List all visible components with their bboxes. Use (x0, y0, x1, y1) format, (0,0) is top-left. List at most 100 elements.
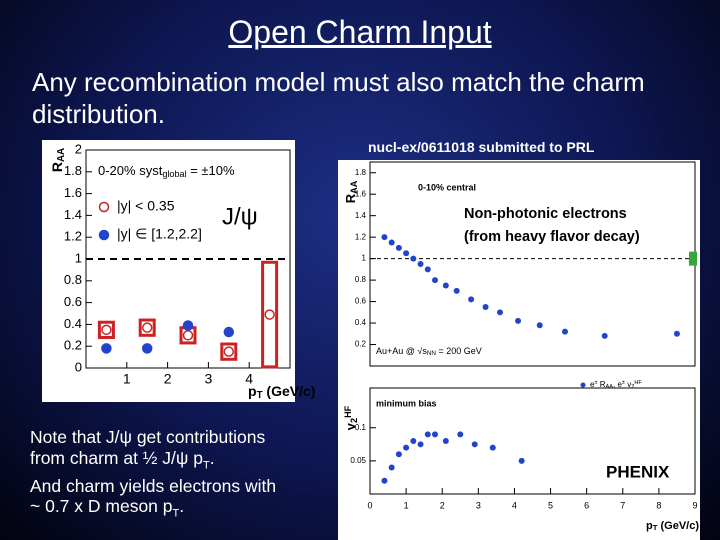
y-tick-label: 1.4 (64, 207, 82, 222)
x-tick-label: 3 (205, 371, 213, 387)
x-tick-label: 6 (584, 500, 589, 510)
x-axis-label-part: (GeV/c) (657, 520, 699, 532)
note-line: And charm yields electrons with (30, 476, 276, 497)
y-axis-label-sub: AA (56, 148, 67, 162)
note-part: . (179, 496, 185, 516)
y-tick-label: 0.6 (64, 294, 82, 309)
figure-bg (338, 160, 700, 540)
legend-marker (580, 382, 586, 388)
data-point (424, 266, 431, 273)
x-tick-label: 5 (548, 500, 553, 510)
x-tick-label: 2 (440, 500, 445, 510)
legend-label-sup: HF (634, 380, 642, 386)
legend-label: |y| < 0.35 (117, 198, 175, 214)
y-tick-label: 1 (362, 254, 367, 263)
y-tick-label: 1.6 (64, 185, 82, 200)
legend-label-part: e (590, 380, 595, 389)
annotation: (from heavy flavor decay) (464, 229, 640, 245)
y-tick-label: 1.2 (64, 229, 82, 244)
y-axis-label-part: v (343, 422, 358, 430)
x-axis-label-sub: T (653, 523, 658, 532)
system-label-sub: NN (427, 350, 437, 357)
data-point (518, 457, 525, 464)
note-part: T (172, 507, 180, 520)
note-line: from charm at ½ J/ψ pT. (30, 448, 276, 476)
syst-note-part: = ±10% (187, 163, 235, 178)
data-point (223, 346, 235, 357)
figure-bg (42, 140, 295, 402)
data-point (417, 261, 424, 267)
y-tick-label: 1.8 (355, 168, 367, 177)
syst-box (261, 260, 279, 369)
system-label-part: = 200 GeV (436, 346, 482, 356)
data-point (182, 330, 194, 341)
data-point (424, 431, 431, 438)
y-tick-label: 0.8 (355, 275, 367, 284)
x-tick-label: 1 (404, 500, 409, 510)
y-axis-label: v2HF (343, 405, 359, 430)
y-axis-label-part: R (343, 193, 358, 203)
data-point (471, 441, 478, 448)
y-axis-label-sub: AA (349, 180, 359, 194)
y-tick-label: 1.2 (355, 232, 367, 241)
x-axis-label: pT (GeV/c) (248, 383, 315, 401)
data-point (264, 309, 275, 320)
y-tick-label: 0 (75, 359, 82, 374)
note-part: Note that J/ψ get contributions (30, 427, 266, 447)
y-tick-label: 0.05 (350, 456, 366, 465)
legend-label-part: , e (613, 380, 622, 389)
note-part: T (202, 459, 210, 471)
data-point (432, 431, 438, 438)
data-point (141, 322, 153, 333)
data-point (562, 328, 568, 335)
y-tick-label: 0.4 (64, 316, 82, 331)
legend-marker (98, 229, 110, 241)
syst-box (97, 320, 115, 339)
y-tick-label: 0.1 (355, 423, 367, 432)
note-part: . (209, 447, 215, 468)
data-point (101, 324, 112, 336)
data-point (381, 234, 388, 241)
syst-box (220, 342, 238, 361)
data-point (489, 444, 496, 451)
data-point (497, 309, 503, 316)
system-label-part: Au+Au @ √s (376, 346, 427, 356)
syst-note-sub: global (162, 169, 186, 179)
data-point (457, 431, 464, 438)
y-tick-label: 1.8 (64, 163, 82, 178)
body-text: Any recombination model must also match … (32, 67, 645, 129)
data-point (410, 255, 417, 262)
x-tick-label: 7 (620, 500, 625, 510)
slide-title: Open Charm Input (228, 14, 492, 50)
data-point (403, 444, 410, 451)
plot-frame (369, 387, 696, 495)
centrality-label: minimum bias (376, 398, 437, 408)
legend-label-sup: ± (594, 380, 597, 386)
x-tick-label: 3 (476, 500, 481, 510)
legend-label-sup: ± (622, 380, 625, 386)
x-tick-label: 2 (164, 371, 172, 387)
x-tick-label: 1 (123, 371, 131, 387)
data-point (381, 477, 388, 484)
y-axis-label-part: R (49, 162, 65, 172)
x-axis-label-part: p (248, 383, 257, 399)
data-point (453, 287, 460, 294)
x-axis-label: pT (GeV/c) (646, 520, 699, 533)
x-tick-label: 4 (245, 371, 253, 387)
note-part: And charm yields electrons with (30, 475, 277, 496)
note-part: from charm at ½ J/ψ p (30, 447, 203, 468)
y-tick-label: 0.2 (355, 340, 367, 349)
legend-marker (98, 201, 110, 213)
data-point (182, 320, 194, 331)
y-tick-label: 1 (75, 250, 82, 265)
legend-label-part: R (598, 380, 606, 389)
legend-label: e± RAA, e± v2HF (590, 380, 642, 390)
y-tick-label: 0.6 (355, 297, 367, 306)
y-tick-label: 1.4 (355, 211, 367, 220)
data-point (388, 239, 395, 246)
norm-box (689, 251, 697, 266)
data-point (395, 451, 402, 458)
legend-label: |y| ∈ [1.2,2.2] (117, 226, 202, 242)
